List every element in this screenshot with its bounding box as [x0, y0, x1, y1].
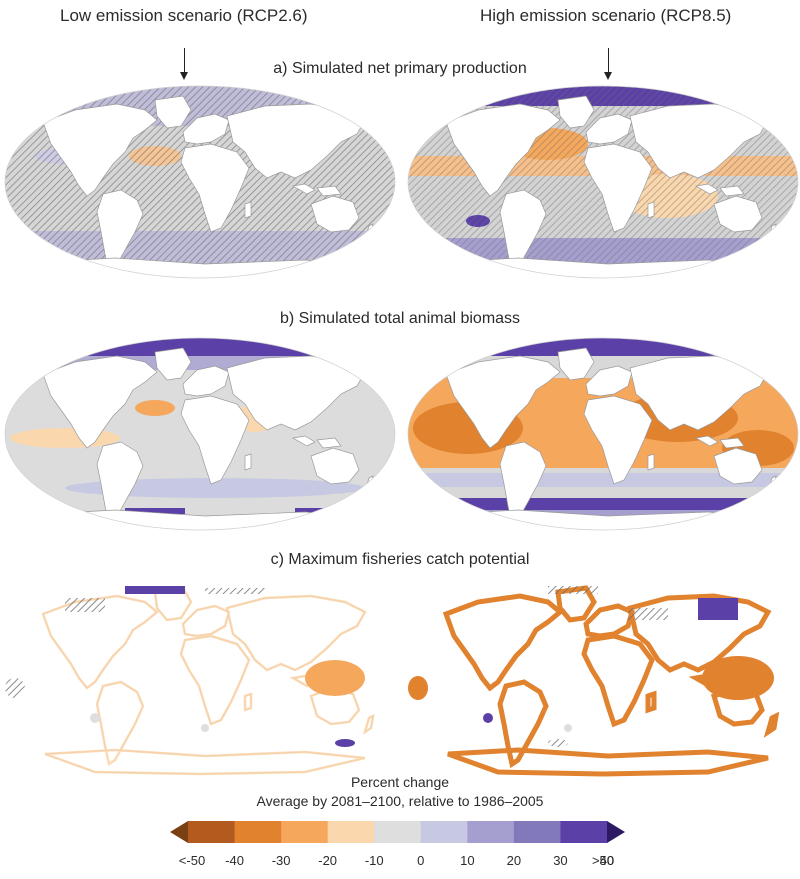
scenario-low-label: Low emission scenario (RCP2.6)	[60, 6, 308, 25]
colorbar-tick-label: 20	[506, 853, 522, 868]
colorbar	[170, 821, 625, 843]
map-c-low	[5, 586, 375, 776]
colorbar-swatch	[513, 821, 561, 843]
map-b-low	[4, 337, 396, 531]
colorbar-tick-label: 40	[599, 853, 615, 868]
colorbar-tick-label: -10	[364, 853, 384, 868]
colorbar-swatch	[560, 821, 608, 843]
colorbar-tick-label: >50	[591, 853, 615, 868]
panel-b-title: b) Simulated total animal biomass	[279, 310, 521, 327]
map-a-high	[407, 85, 799, 279]
colorbar-swatch	[374, 821, 422, 843]
colorbar-swatch	[170, 821, 188, 843]
colorbar-tick-label: -20	[318, 853, 338, 868]
map-b-high	[407, 337, 799, 531]
colorbar-swatch	[420, 821, 468, 843]
colorbar-tick-label: 10	[460, 853, 475, 868]
panel-a-title: a) Simulated net primary production	[273, 60, 527, 77]
colorbar-swatch	[188, 821, 236, 843]
colorbar-swatch	[607, 821, 625, 843]
colorbar-tick-label: 30	[553, 853, 568, 868]
colorbar-swatch	[281, 821, 329, 843]
arrow-high-icon	[604, 48, 612, 80]
legend-title: Percent change	[350, 774, 450, 790]
colorbar-tick-label: -40	[225, 853, 244, 868]
panel-c-title: c) Maximum fisheries catch potential	[270, 551, 530, 568]
legend-subtitle: Average by 2081–2100, relative to 1986–2…	[256, 793, 544, 809]
colorbar-tick-label: <-50	[178, 853, 206, 868]
colorbar-tick-label: -30	[271, 853, 291, 868]
map-c-high	[408, 578, 798, 770]
scenario-high-label: High emission scenario (RCP8.5)	[480, 6, 732, 25]
colorbar-swatch	[234, 821, 282, 843]
map-a-low	[4, 85, 396, 279]
arrow-low-icon	[180, 48, 188, 80]
colorbar-tick-label: 0	[417, 853, 425, 868]
colorbar-swatch	[467, 821, 515, 843]
colorbar-swatch	[327, 821, 375, 843]
